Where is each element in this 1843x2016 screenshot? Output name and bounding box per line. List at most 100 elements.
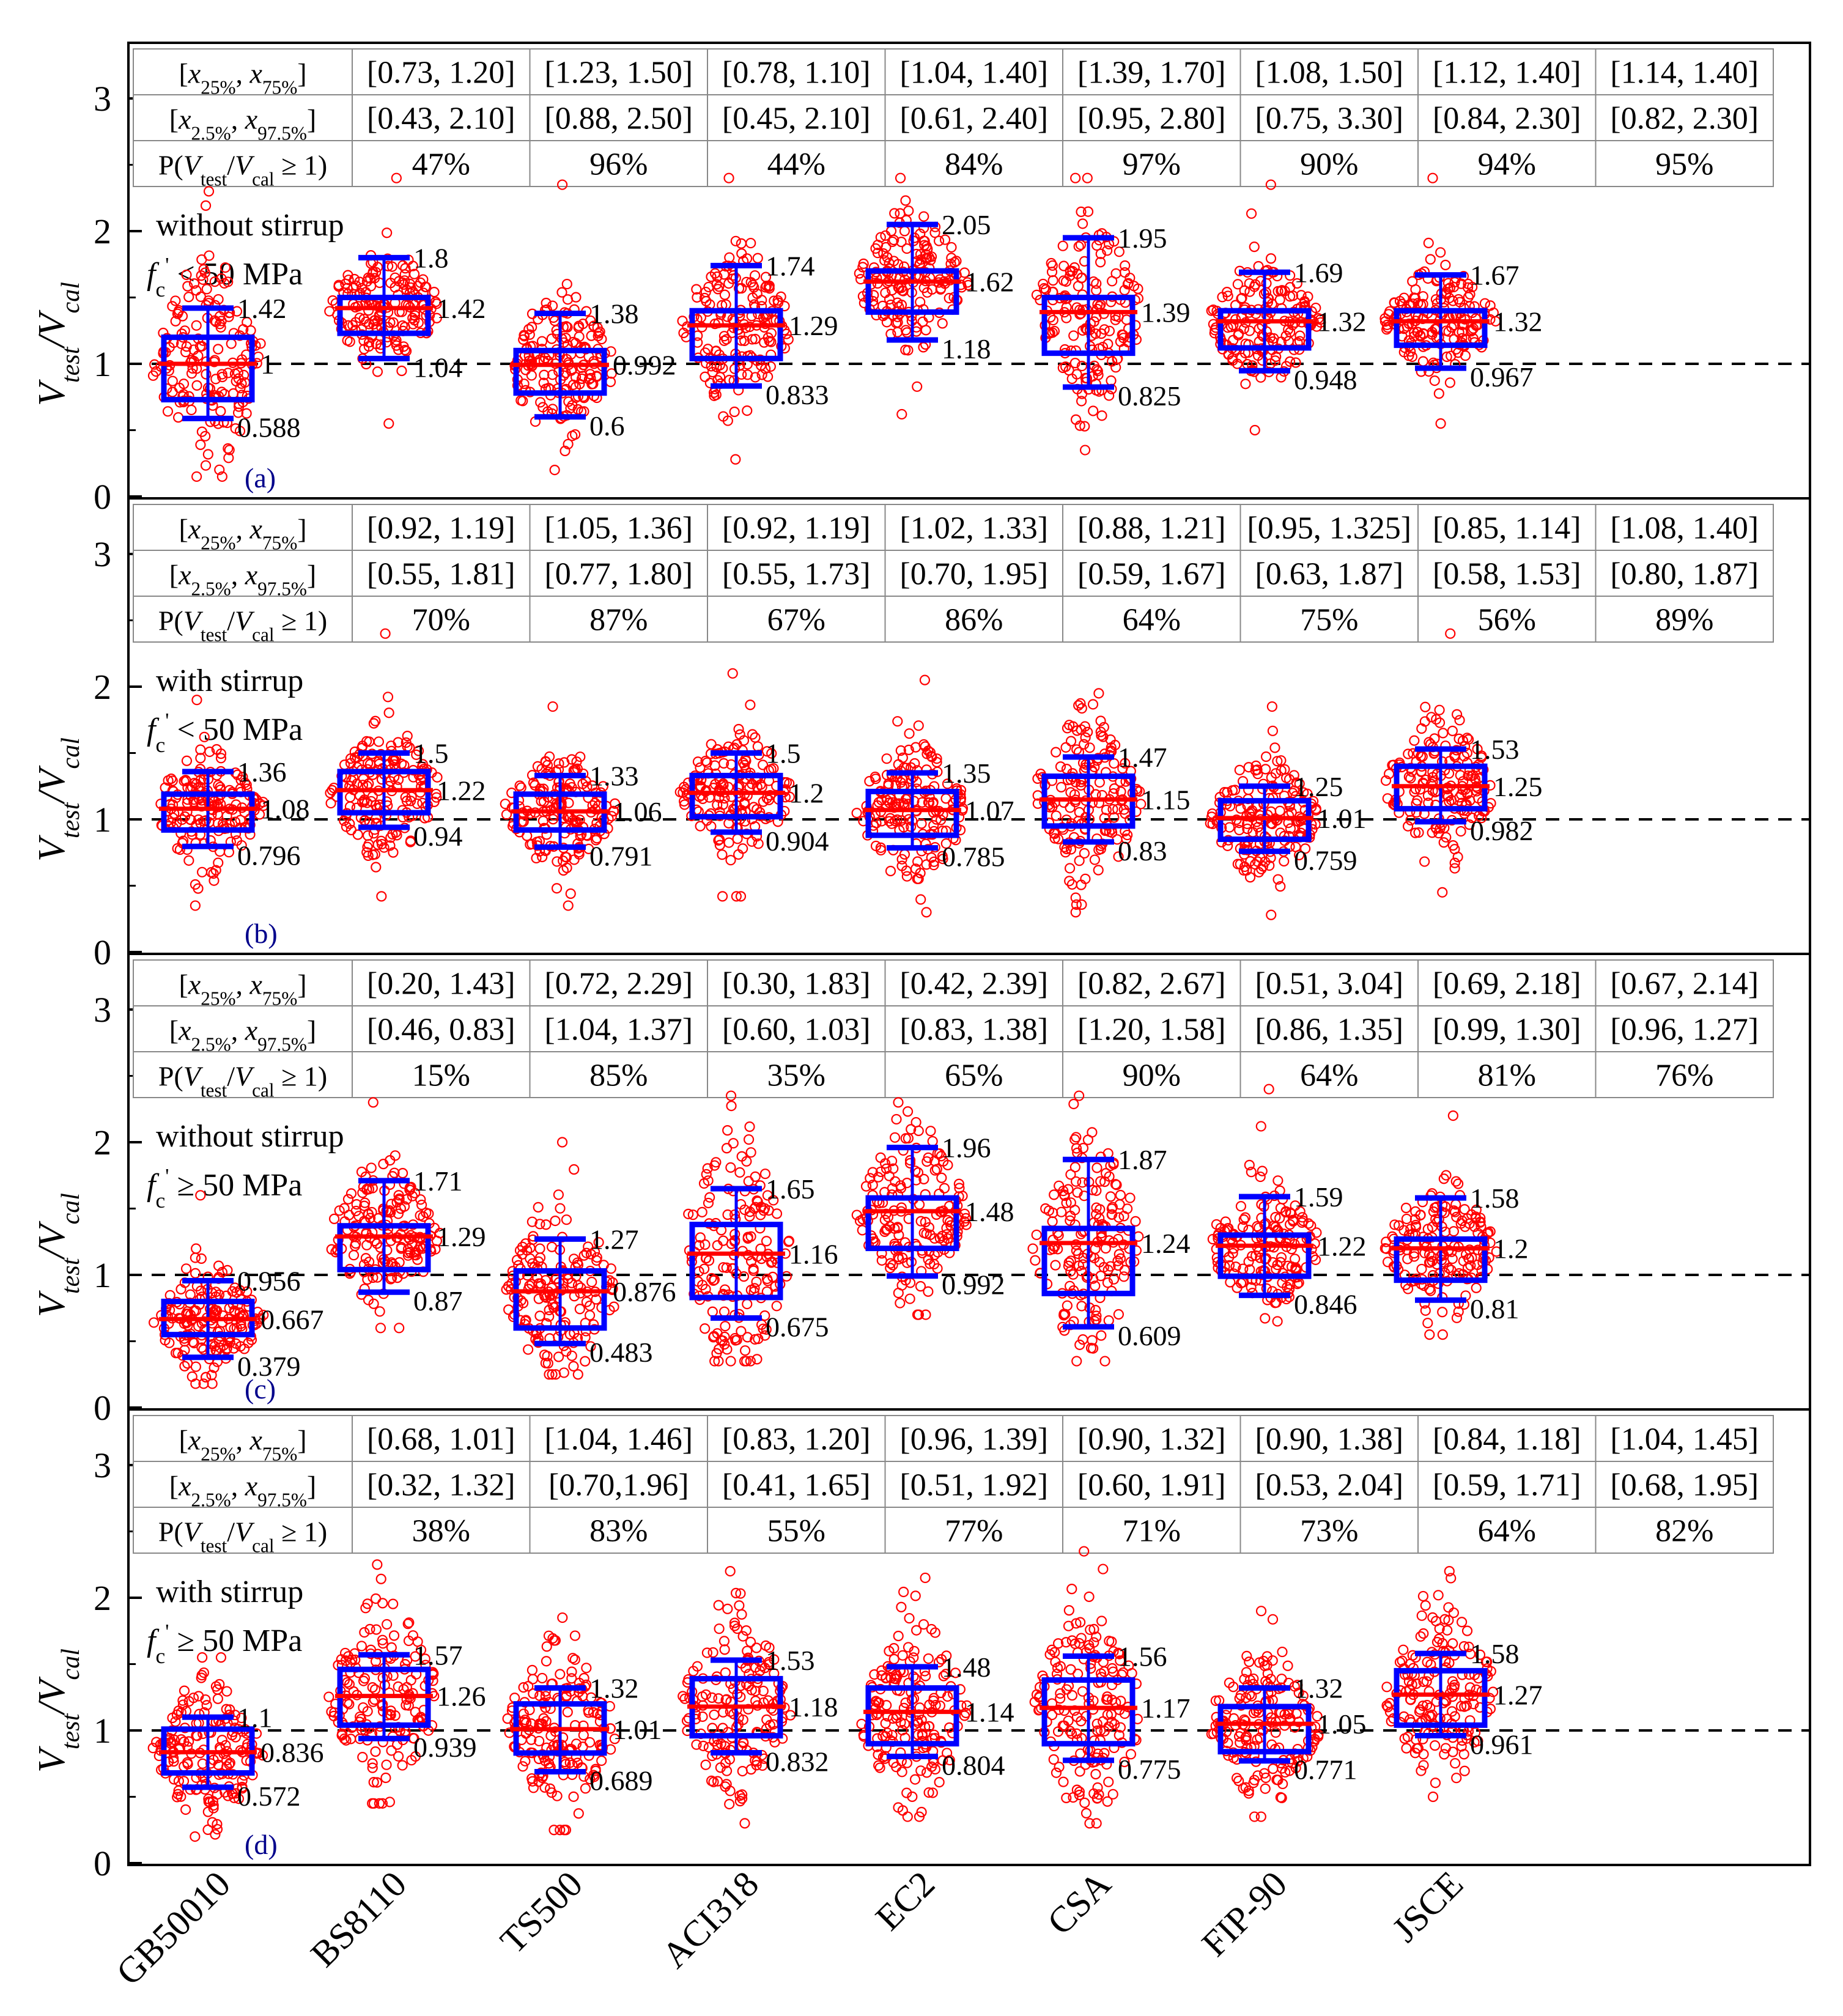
table-cell-ci95: [0.60, 1.91] — [1077, 1468, 1226, 1503]
whisker-low-label: 0.833 — [766, 379, 829, 410]
data-point — [1407, 318, 1418, 329]
data-point — [534, 1735, 545, 1747]
data-point — [893, 759, 904, 770]
data-point — [547, 404, 558, 415]
data-point — [341, 821, 352, 832]
data-point — [743, 1134, 755, 1145]
whisker-high-label: 1.87 — [1118, 1144, 1167, 1175]
table-cell-prob: 90% — [1300, 147, 1358, 182]
data-point — [1065, 844, 1077, 855]
data-point — [1077, 1334, 1088, 1345]
data-point — [719, 289, 730, 300]
table-cell-prob: 65% — [945, 1058, 1003, 1093]
data-point — [206, 1370, 217, 1381]
data-point — [518, 334, 529, 345]
data-point — [551, 883, 563, 894]
data-point — [699, 1263, 710, 1274]
data-point — [1120, 260, 1131, 271]
data-point — [183, 855, 194, 866]
data-point — [1488, 307, 1499, 319]
table-cell-ci95: [0.53, 2.04] — [1255, 1468, 1403, 1503]
median-label: 1.32 — [1493, 306, 1543, 338]
data-point — [258, 800, 269, 811]
data-point — [904, 1293, 915, 1304]
data-point — [541, 1641, 552, 1652]
data-point — [542, 1358, 553, 1369]
data-point — [394, 1323, 405, 1334]
data-point — [431, 1235, 443, 1246]
data-point — [371, 1624, 382, 1635]
data-point — [581, 1663, 592, 1674]
iqr-box — [689, 308, 783, 361]
data-point — [1095, 1176, 1106, 1187]
data-point — [232, 769, 243, 780]
data-point — [1272, 1316, 1283, 1327]
data-point — [170, 1716, 181, 1727]
data-point — [761, 746, 773, 757]
data-point — [731, 891, 742, 902]
table-cell-prob: 96% — [589, 147, 648, 182]
data-point — [1112, 803, 1123, 815]
data-point — [201, 369, 212, 380]
data-point — [1450, 1176, 1461, 1187]
data-point — [593, 328, 604, 339]
data-point — [180, 1804, 191, 1815]
data-point — [749, 1283, 760, 1294]
data-point — [1269, 742, 1280, 753]
data-point — [556, 287, 567, 298]
data-point — [704, 1192, 715, 1203]
data-point — [900, 344, 911, 355]
data-point — [1269, 1298, 1280, 1309]
data-point — [1094, 1213, 1105, 1224]
box-CSA: 1.951.390.825 — [1031, 172, 1191, 456]
table-cell-prob: 38% — [412, 1514, 470, 1549]
data-point — [203, 186, 215, 197]
data-point — [410, 1651, 421, 1662]
data-point — [764, 789, 776, 801]
data-point — [191, 285, 202, 296]
data-point — [920, 1217, 931, 1228]
data-point — [191, 380, 202, 391]
data-point — [1381, 324, 1392, 335]
data-point — [382, 227, 393, 238]
data-point — [364, 1257, 375, 1268]
data-point — [339, 1203, 350, 1214]
data-point — [180, 1263, 192, 1274]
data-point — [528, 1688, 539, 1699]
data-point — [574, 1304, 585, 1315]
data-point — [534, 1243, 545, 1254]
data-point — [1405, 773, 1416, 784]
data-point — [1434, 704, 1445, 715]
data-point — [404, 1617, 415, 1628]
data-point — [586, 330, 597, 341]
table-cell-ci95: [0.83, 1.38] — [899, 1013, 1048, 1047]
data-point — [407, 260, 418, 271]
data-point — [1095, 248, 1106, 259]
data-point — [1109, 783, 1120, 794]
data-point — [220, 262, 231, 273]
median-label: 1.22 — [437, 775, 486, 806]
data-point — [1059, 1190, 1070, 1201]
data-point — [362, 1598, 373, 1609]
data-point — [538, 796, 550, 807]
data-point — [875, 232, 886, 243]
data-point — [1456, 278, 1467, 289]
data-point — [179, 1736, 190, 1748]
data-point — [215, 322, 226, 333]
data-point — [402, 1250, 413, 1261]
data-point — [580, 1356, 591, 1367]
data-point — [1402, 821, 1414, 832]
stats-table — [133, 48, 1774, 187]
data-point — [687, 1209, 698, 1220]
data-point — [1047, 260, 1058, 271]
data-point — [1298, 1216, 1309, 1227]
data-point — [751, 1276, 762, 1287]
data-point — [881, 753, 892, 764]
data-point — [1271, 351, 1282, 363]
data-point — [536, 336, 548, 347]
data-point — [215, 753, 227, 764]
data-point — [783, 334, 794, 345]
data-point — [393, 1190, 404, 1201]
data-point — [235, 1321, 246, 1332]
data-point — [1398, 323, 1409, 334]
